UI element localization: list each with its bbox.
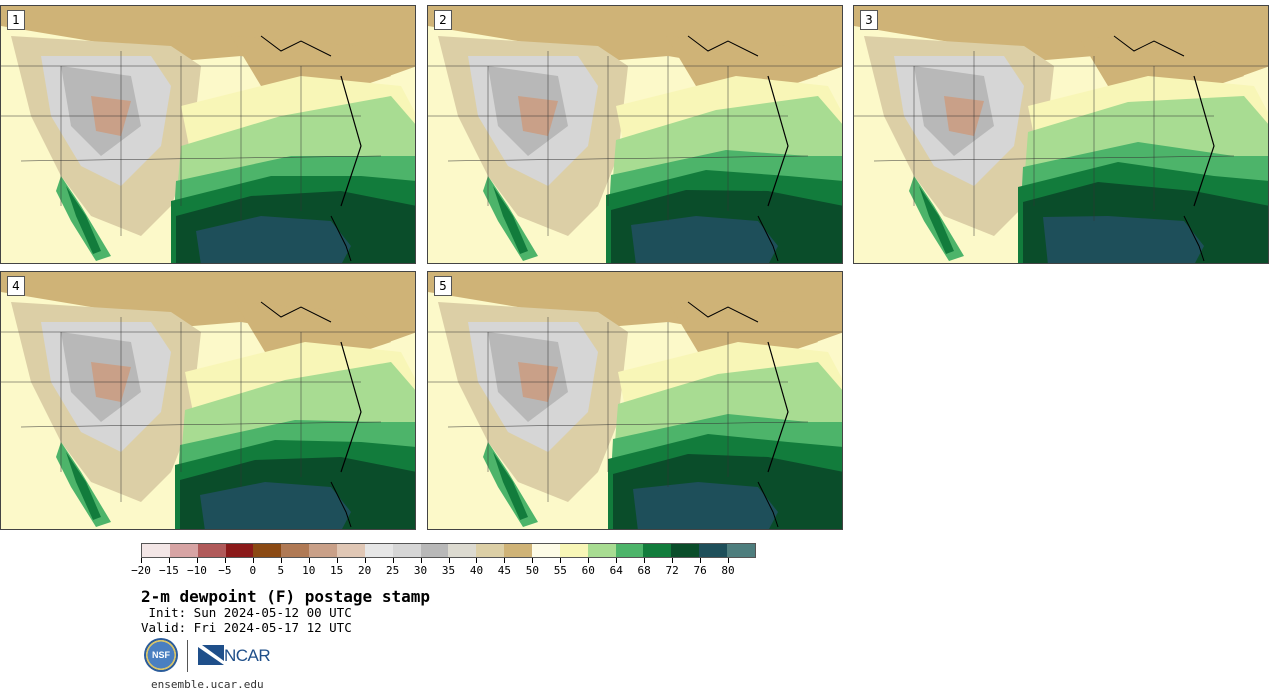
ncar-logo: NCAR	[224, 646, 271, 665]
colorbar-swatch	[253, 544, 282, 557]
colorbar-swatch	[504, 544, 533, 557]
colorbar-tick	[392, 558, 394, 563]
colorbar-tick-label: 30	[413, 564, 428, 577]
colorbar-tick-label: 64	[609, 564, 623, 577]
colorbar-tick	[364, 558, 366, 563]
logos: NSF NCAR	[144, 638, 274, 674]
colorbar-tick-label: −20	[131, 564, 151, 577]
panel-number: 5	[434, 276, 452, 296]
colorbar-swatch	[364, 544, 393, 557]
colorbar-tick	[728, 558, 730, 563]
dewpoint-map	[854, 6, 1268, 263]
colorbar-tick-label: 80	[721, 564, 735, 577]
ncar-logo-mark	[198, 645, 224, 665]
colorbar-swatch	[142, 544, 170, 557]
colorbar-tick	[532, 558, 534, 563]
colorbar-tick-label: 25	[385, 564, 400, 577]
colorbar-swatch	[309, 544, 338, 557]
colorbar-swatch	[476, 544, 505, 557]
colorbar-tick	[504, 558, 506, 563]
colorbar-swatch	[337, 544, 365, 557]
colorbar-tick	[420, 558, 422, 563]
colorbar-tick-label: 20	[358, 564, 372, 577]
site-url: ensemble.ucar.edu	[151, 678, 264, 691]
panel-number: 3	[860, 10, 878, 30]
postage-stamp-panel-4: 4	[0, 271, 416, 530]
dewpoint-map	[1, 272, 415, 529]
postage-stamp-panel-2: 2	[427, 5, 843, 264]
panel-number: 1	[7, 10, 25, 30]
colorbar	[141, 543, 756, 558]
colorbar-tick	[168, 558, 170, 563]
colorbar-swatch	[532, 544, 560, 557]
colorbar-swatch	[671, 544, 700, 557]
postage-stamp-panel-3: 3	[853, 5, 1269, 264]
colorbar-swatch	[587, 544, 616, 557]
dewpoint-map	[428, 272, 842, 529]
colorbar-swatch	[615, 544, 644, 557]
postage-stamp-panel-5: 5	[427, 271, 843, 530]
colorbar-tick	[644, 558, 646, 563]
colorbar-tick	[196, 558, 198, 563]
colorbar-tick	[280, 558, 282, 563]
colorbar-tick-label: 50	[525, 564, 539, 577]
panel-number: 2	[434, 10, 452, 30]
colorbar-tick-label: 10	[302, 564, 316, 577]
colorbar-swatch	[169, 544, 198, 557]
dewpoint-map	[428, 6, 842, 263]
chart-title: 2-m dewpoint (F) postage stamp	[141, 587, 430, 606]
colorbar-tick	[588, 558, 590, 563]
colorbar-tick-label: 72	[665, 564, 679, 577]
colorbar-swatch	[643, 544, 672, 557]
colorbar-swatch	[448, 544, 477, 557]
colorbar-tick	[448, 558, 450, 563]
valid-time: Valid: Fri 2024-05-17 12 UTC	[141, 620, 352, 635]
postage-stamp-panel-1: 1	[0, 5, 416, 264]
colorbar-tick	[672, 558, 674, 563]
colorbar-swatch	[420, 544, 449, 557]
colorbar-tick	[141, 558, 142, 563]
colorbar-tick	[252, 558, 254, 563]
colorbar-tick-label: 60	[581, 564, 595, 577]
colorbar-tick	[476, 558, 478, 563]
colorbar-tick-label: −5	[218, 564, 232, 577]
colorbar-tick-label: 55	[553, 564, 567, 577]
colorbar-swatch	[699, 544, 728, 557]
init-time: Init: Sun 2024-05-12 00 UTC	[141, 605, 352, 620]
colorbar-tick-label: −15	[159, 564, 179, 577]
colorbar-tick-label: 40	[469, 564, 484, 577]
colorbar-swatch	[727, 544, 755, 557]
nsf-logo: NSF	[144, 638, 178, 672]
colorbar-tick	[560, 558, 562, 563]
panel-number: 4	[7, 276, 25, 296]
colorbar-tick	[700, 558, 702, 563]
colorbar-tick	[224, 558, 226, 563]
colorbar-tick-label: 76	[693, 564, 707, 577]
colorbar-swatch	[225, 544, 254, 557]
colorbar-ticks: −20 −15 −10 −5 0 5 10 15 20 25 30 35 40 45 50 55 60 64 68 7…	[131, 558, 756, 580]
colorbar-tick-label: 45	[497, 564, 512, 577]
logo-divider	[187, 640, 188, 672]
colorbar-tick-label: 5	[277, 564, 285, 577]
colorbar-tick	[308, 558, 310, 563]
colorbar-tick	[616, 558, 618, 563]
colorbar-tick-label: 15	[330, 564, 344, 577]
colorbar-tick-label: 35	[441, 564, 456, 577]
dewpoint-map	[1, 6, 415, 263]
colorbar-swatch	[559, 544, 588, 557]
colorbar-swatch	[197, 544, 226, 557]
colorbar-tick	[336, 558, 338, 563]
colorbar-tick-label: 68	[637, 564, 651, 577]
colorbar-tick-label: −10	[186, 564, 207, 577]
colorbar-swatch	[392, 544, 421, 557]
colorbar-tick-label: 0	[249, 564, 257, 577]
colorbar-swatch	[281, 544, 310, 557]
